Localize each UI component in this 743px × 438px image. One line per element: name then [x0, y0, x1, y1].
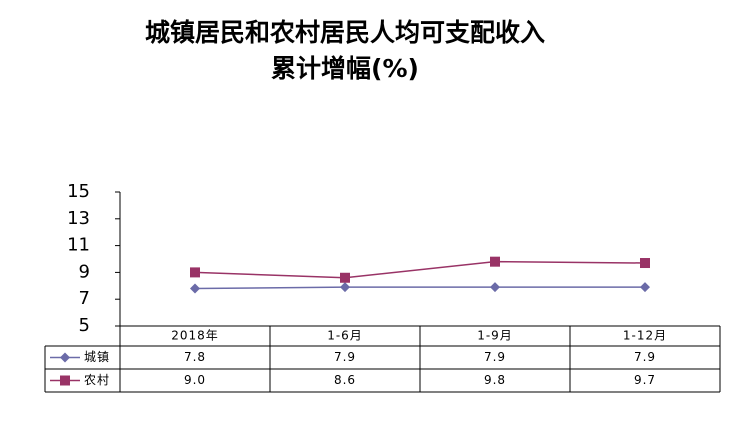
y-tick-label: 13 — [67, 208, 90, 229]
x-tick-label: 2018年 — [171, 329, 219, 343]
data-label: 8.6 — [334, 373, 356, 387]
chart-subtitle: 累计增幅(%) — [271, 54, 419, 83]
marker — [490, 282, 500, 293]
y-tick-label: 5 — [79, 315, 90, 336]
legend-label: 农村 — [84, 373, 110, 387]
x-tick-label: 1-6月 — [327, 329, 363, 343]
y-tick-label: 15 — [67, 181, 90, 202]
data-label: 9.7 — [634, 373, 656, 387]
y-tick-label: 9 — [79, 261, 90, 282]
data-label: 7.9 — [334, 350, 356, 364]
y-tick-label: 11 — [67, 235, 90, 256]
line — [194, 260, 646, 279]
data-label: 9.8 — [484, 373, 506, 387]
marker — [190, 267, 200, 278]
data-label: 9.0 — [184, 373, 206, 387]
marker — [190, 283, 200, 294]
data-label: 7.8 — [184, 350, 206, 364]
x-tick-label: 1-9月 — [477, 329, 513, 343]
marker — [640, 258, 650, 269]
data-label: 7.9 — [484, 350, 506, 364]
y-tick-label: 7 — [79, 288, 90, 309]
legend-label: 城镇 — [84, 350, 110, 364]
data-label: 7.9 — [634, 350, 656, 364]
marker — [490, 256, 500, 267]
legend-marker — [60, 352, 70, 363]
marker — [340, 272, 350, 283]
chart-title: 城镇居民和农村居民人均可支配收入 — [145, 18, 545, 47]
marker — [340, 282, 350, 293]
marker — [640, 282, 650, 293]
legend-marker — [60, 375, 70, 386]
x-tick-label: 1-12月 — [623, 329, 667, 343]
line — [194, 286, 645, 290]
